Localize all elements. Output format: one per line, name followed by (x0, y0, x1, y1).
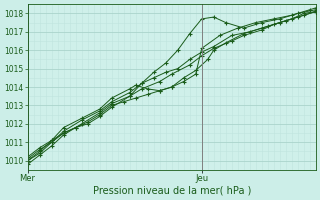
X-axis label: Pression niveau de la mer( hPa ): Pression niveau de la mer( hPa ) (92, 186, 251, 196)
